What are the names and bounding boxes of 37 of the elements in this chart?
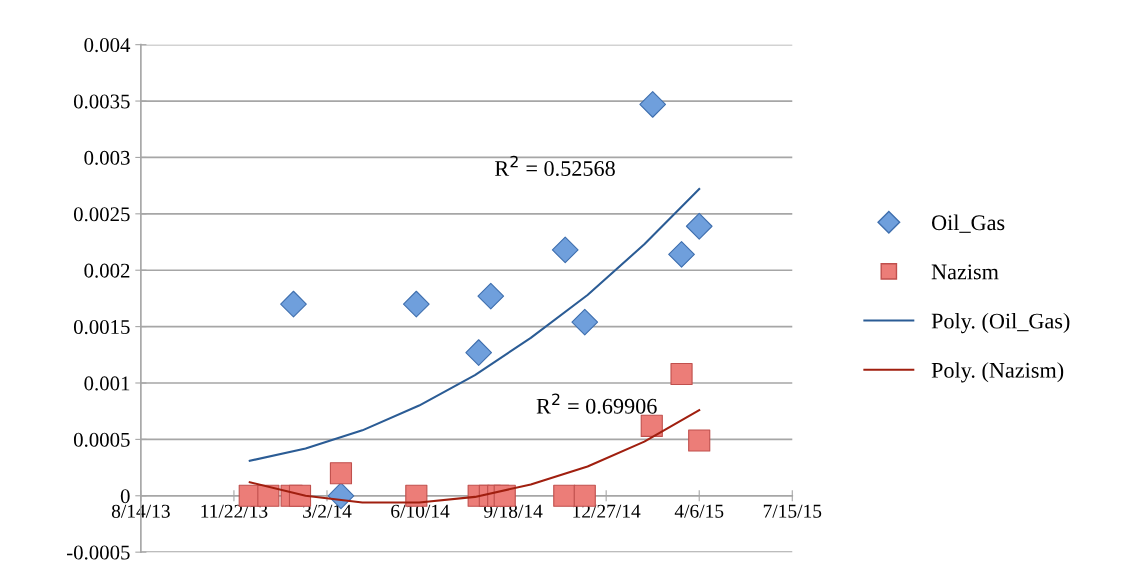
legend-label: Poly. (Nazism): [931, 362, 1064, 383]
line-series: [248, 187, 701, 462]
x-tick-label: 12/27/14: [573, 504, 641, 518]
legend-label: Oil_Gas: [931, 214, 1005, 233]
y-tick-label: -0.0005: [67, 545, 130, 560]
x-tick-label: 11/22/13: [201, 504, 268, 518]
x-tick-label: 6/10/14: [391, 504, 450, 518]
point: [639, 91, 667, 118]
point: [670, 362, 693, 386]
x-tick-label: 3/2/14: [303, 504, 352, 518]
y-tick-label: 0.0035: [73, 94, 130, 109]
y-tick-label: 0.001: [84, 376, 130, 391]
point: [402, 290, 430, 318]
point: [688, 429, 711, 452]
y-tick-label: 0.002: [84, 263, 130, 278]
point: [571, 308, 599, 336]
point: [640, 414, 663, 437]
point: [551, 236, 579, 264]
point: [668, 241, 695, 268]
x-tick-label: 4/6/15: [674, 504, 724, 518]
point: [477, 282, 505, 310]
y-tick-label: 0.0025: [73, 207, 130, 222]
x-tick-label: 8/14/13: [111, 504, 170, 518]
legend-label: Poly. (Oil_Gas): [931, 312, 1070, 334]
point: [465, 339, 493, 366]
y-tick-label: 0: [120, 489, 130, 504]
annotation: R$^{2}$ = 0.52568: [494, 155, 615, 177]
y-tick-label: 0.003: [84, 150, 130, 165]
point: [685, 212, 713, 240]
x-tick-label: 7/15/15: [763, 504, 822, 518]
y-tick-label: 0.004: [84, 38, 131, 53]
annotation: R$^{2}$ = 0.69906: [536, 393, 657, 414]
y-tick-label: 0.0005: [73, 432, 130, 447]
point: [280, 290, 307, 318]
y-tick-label: 0.0015: [73, 319, 130, 335]
point: [329, 462, 353, 485]
legend-label: Nazism: [931, 264, 999, 280]
